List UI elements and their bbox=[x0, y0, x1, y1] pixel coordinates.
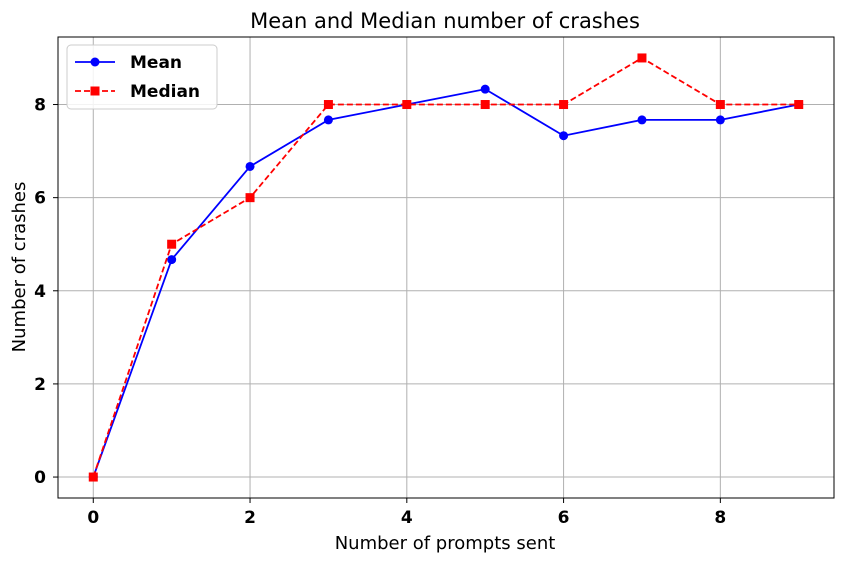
median-data-point bbox=[402, 100, 412, 110]
median-series-line bbox=[92, 56, 799, 478]
median-data-point bbox=[88, 472, 98, 482]
x-tick-label: 6 bbox=[558, 508, 570, 528]
median-data-point bbox=[167, 239, 177, 249]
median-data-point bbox=[715, 100, 725, 110]
median-data-point bbox=[559, 100, 569, 110]
legend-marker-median bbox=[90, 86, 100, 96]
y-axis-ticks: 0 2 4 6 8 bbox=[34, 96, 58, 488]
x-tick-label: 8 bbox=[714, 508, 726, 528]
mean-series-line bbox=[92, 88, 799, 478]
legend-marker-mean bbox=[90, 57, 100, 67]
x-tick-label: 2 bbox=[244, 508, 256, 528]
legend-box bbox=[66, 44, 218, 110]
x-axis-label: Number of prompts sent bbox=[335, 533, 556, 554]
y-tick-label: 4 bbox=[34, 282, 46, 302]
mean-data-point bbox=[167, 255, 177, 265]
median-data-point bbox=[480, 100, 490, 110]
median-data-point bbox=[637, 53, 647, 63]
y-tick-label: 6 bbox=[34, 189, 46, 209]
mean-data-point bbox=[559, 131, 569, 141]
plot-frame bbox=[57, 36, 835, 499]
mean-data-point bbox=[637, 115, 647, 125]
legend-label-median: Median bbox=[130, 82, 200, 102]
x-tick-label: 4 bbox=[401, 508, 413, 528]
legend: Mean Median bbox=[66, 44, 218, 110]
series-group bbox=[88, 53, 804, 482]
chart-title: Mean and Median number of crashes bbox=[250, 9, 640, 33]
mean-data-point bbox=[715, 115, 725, 125]
median-data-point bbox=[323, 100, 333, 110]
mean-data-point bbox=[323, 115, 333, 125]
grid bbox=[58, 37, 834, 498]
y-tick-label: 2 bbox=[34, 375, 46, 395]
median-data-point bbox=[245, 193, 255, 203]
legend-label-mean: Mean bbox=[130, 53, 182, 73]
y-axis-label: Number of crashes bbox=[9, 182, 30, 353]
mean-data-point bbox=[480, 84, 490, 94]
median-data-point bbox=[794, 100, 804, 110]
mean-data-point bbox=[245, 161, 255, 171]
x-axis-ticks: 0 2 4 6 8 bbox=[87, 498, 726, 528]
x-tick-label: 0 bbox=[87, 508, 99, 528]
y-tick-label: 0 bbox=[34, 468, 46, 488]
y-tick-label: 8 bbox=[34, 96, 46, 116]
